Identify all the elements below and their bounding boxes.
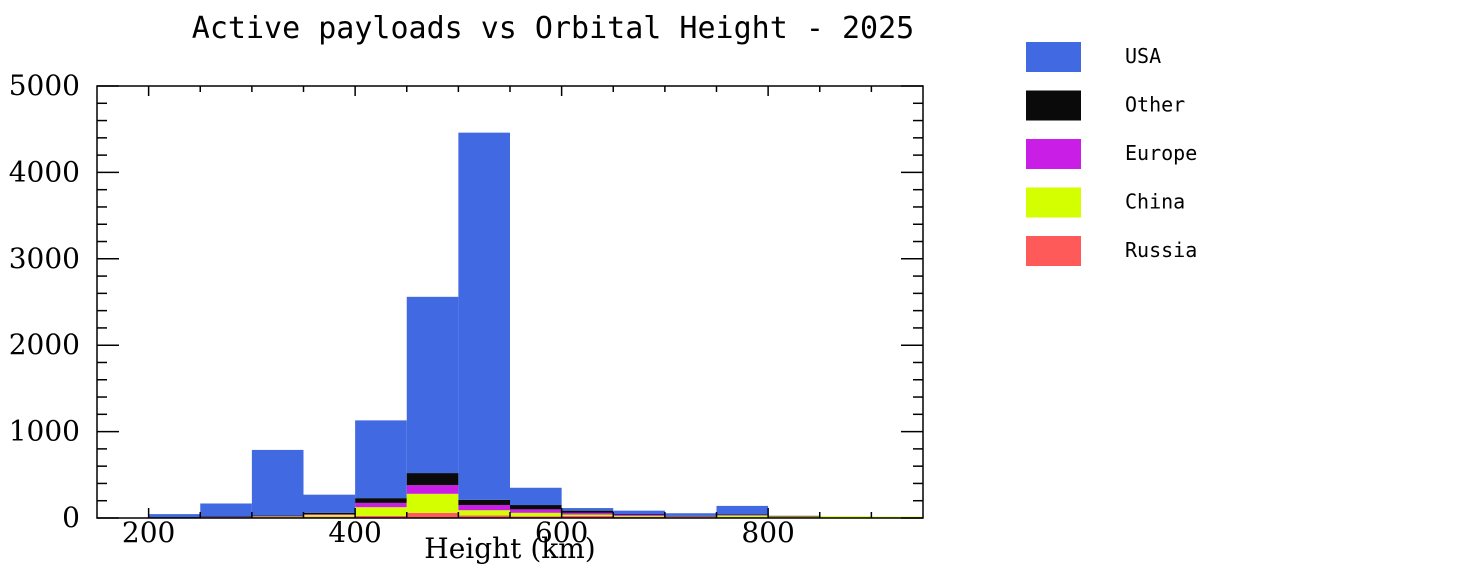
bar-china-7 [458,510,510,516]
legend-label-other: Other [1125,93,1185,117]
bar-usa-7 [458,132,510,500]
bar-russia-9 [561,515,614,518]
legend-item-russia: Russia [1026,236,1197,266]
ticks-group [97,85,923,519]
bar-china-4 [303,514,356,517]
bar-europe-12 [716,514,769,516]
x-axis-label: Height (km) [424,532,595,565]
bar-europe-6 [406,485,459,494]
bar-russia-5 [355,515,407,518]
legend-swatch-other [1026,90,1081,121]
bar-europe-9 [561,512,614,515]
legend-label-usa: USA [1125,44,1161,68]
x-tick-label-600: 600 [535,516,588,549]
bar-china-6 [406,493,459,513]
bar-other-4 [303,512,356,515]
bar-europe-4 [303,514,356,515]
legend-swatch-russia [1026,236,1081,266]
bar-europe-10 [613,514,665,516]
bar-europe-2 [200,516,252,518]
legend-swatch-china [1026,187,1081,218]
bar-usa-9 [561,508,614,511]
y-tick-label-4000: 4000 [9,155,80,188]
bar-other-11 [664,515,717,517]
bar-other-5 [355,498,407,503]
bar-other-7 [458,499,510,506]
y-tick-label-1000: 1000 [9,415,80,448]
bar-other-9 [561,510,614,513]
bar-europe-5 [355,502,407,508]
bar-russia-7 [458,515,510,518]
bar-china-5 [355,507,407,516]
bar-china-13 [768,516,820,518]
bar-china-9 [561,514,614,516]
bar-china-15 [871,516,923,518]
bar-china-10 [613,515,665,517]
bar-europe-11 [664,516,717,517]
bar-other-6 [406,473,459,486]
bar-usa-12 [716,505,769,515]
bar-russia-8 [510,516,562,518]
bar-usa-11 [664,513,717,516]
bar-usa-3 [251,449,304,516]
legend-item-europe: Europe [1026,139,1197,169]
y-tick-label-0: 0 [62,501,80,534]
bar-usa-4 [303,494,356,513]
legend-label-europe: Europe [1125,141,1197,165]
bar-other-13 [768,515,820,517]
legend-label-china: China [1125,190,1185,214]
bar-europe-7 [458,505,510,511]
x-tick-label-800: 800 [741,516,794,549]
bar-usa-2 [200,503,252,517]
bar-other-2 [200,516,252,517]
bar-china-12 [716,515,769,518]
bar-other-8 [510,505,562,510]
x-tick-label-400: 400 [328,516,381,549]
bar-usa-1 [148,514,201,518]
tick-labels-group: 200 400 600 800 0 1000 2000 3000 4000 5000 [9,69,795,549]
bar-russia-6 [406,512,459,518]
bar-other-3 [251,515,304,517]
bar-china-11 [664,516,717,518]
bar-europe-8 [510,509,562,513]
legend: USA Other Europe China Russia [1026,42,1197,266]
bar-other-12 [716,514,769,516]
bar-china-14 [819,516,872,518]
chart-title: Active payloads vs Orbital Height - 2025 [192,11,914,46]
bar-usa-8 [510,487,562,506]
legend-swatch-usa [1026,42,1081,72]
y-tick-label-3000: 3000 [9,242,80,275]
legend-label-russia: Russia [1125,238,1197,262]
legend-swatch-europe [1026,139,1081,169]
bar-usa-10 [613,510,665,515]
bar-usa-5 [355,420,407,499]
legend-item-china: China [1026,187,1185,218]
bar-europe-3 [251,516,304,517]
bar-china-3 [251,516,304,518]
y-tick-label-5000: 5000 [9,69,80,102]
bars-group [97,132,923,519]
bar-other-10 [613,514,665,515]
bar-china-8 [510,512,562,517]
y-tick-label-2000: 2000 [9,328,80,361]
x-tick-label-200: 200 [122,516,175,549]
legend-item-usa: USA [1026,42,1161,72]
legend-item-other: Other [1026,90,1185,121]
bar-usa-6 [406,296,459,474]
